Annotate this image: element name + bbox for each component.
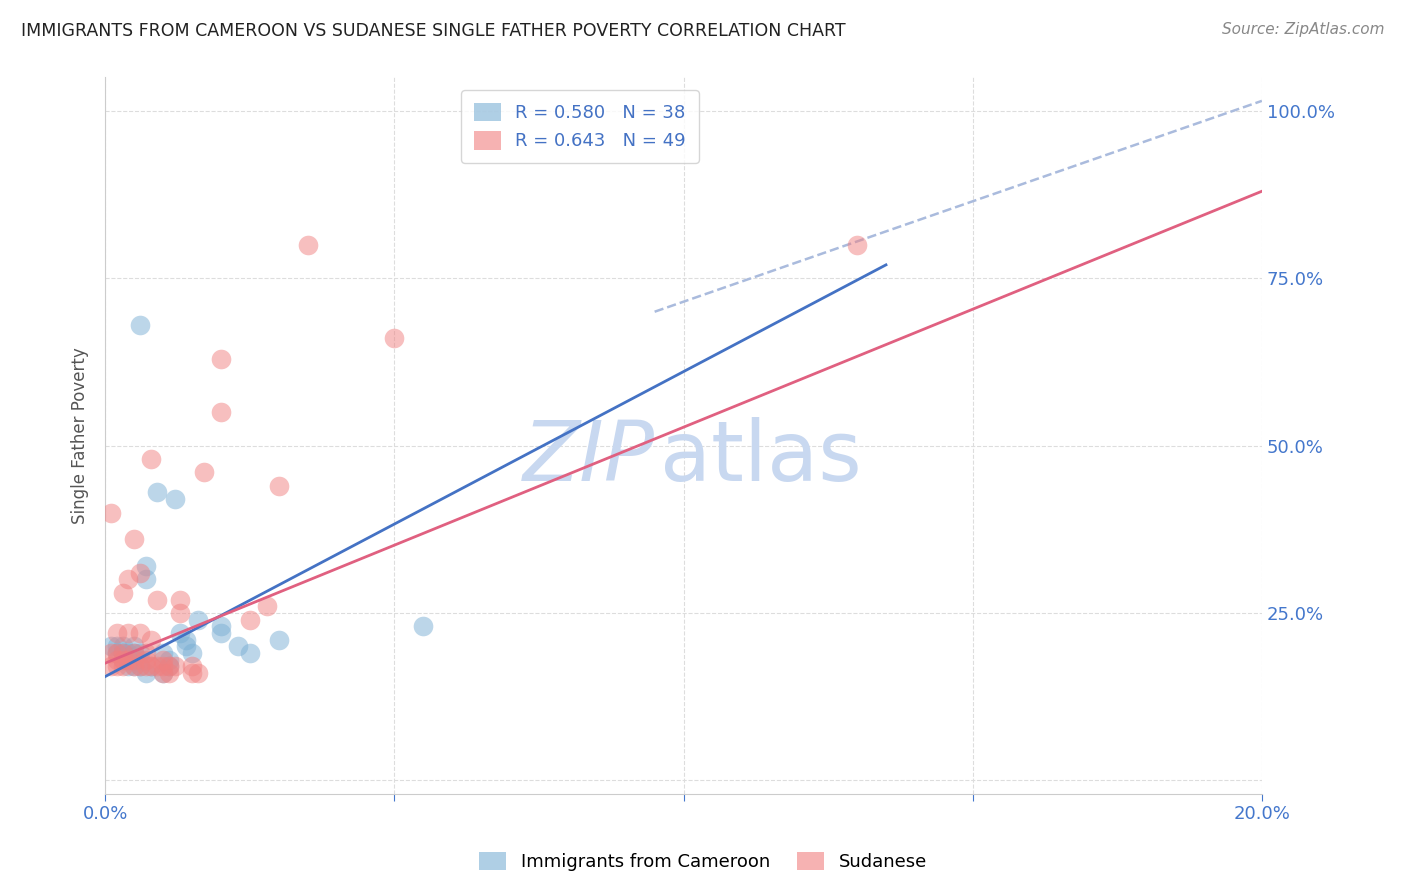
Point (163, 659, 186, 673)
Point (135, 666, 157, 681)
Text: Source: ZipAtlas.com: Source: ZipAtlas.com (1222, 22, 1385, 37)
Point (169, 606, 191, 620)
Point (105, 646, 128, 660)
Point (105, 646, 128, 660)
Point (122, 646, 145, 660)
Point (129, 659, 152, 673)
Point (141, 452, 163, 467)
Point (135, 659, 157, 673)
Point (152, 646, 174, 660)
Point (111, 640, 134, 654)
Point (129, 318, 152, 332)
Point (157, 666, 180, 681)
Point (412, 619, 434, 633)
Point (122, 533, 145, 547)
Text: atlas: atlas (661, 417, 862, 498)
Point (105, 653, 128, 667)
Point (117, 653, 139, 667)
Point (141, 659, 163, 673)
Point (129, 653, 152, 667)
Point (209, 626, 232, 640)
Point (209, 351, 232, 366)
Point (141, 659, 163, 673)
Point (100, 646, 122, 660)
Point (174, 640, 197, 654)
Point (122, 659, 145, 673)
Point (169, 626, 191, 640)
Point (181, 646, 204, 660)
Point (100, 640, 122, 654)
Point (297, 237, 319, 252)
Point (226, 640, 249, 654)
Point (117, 653, 139, 667)
Point (846, 237, 869, 252)
Point (105, 626, 128, 640)
Point (105, 640, 128, 654)
Point (239, 613, 262, 627)
Point (152, 666, 174, 681)
Point (135, 646, 157, 660)
Point (111, 653, 134, 667)
Point (122, 640, 145, 654)
Point (129, 626, 152, 640)
Point (111, 586, 134, 600)
Point (157, 659, 180, 673)
Point (135, 573, 157, 587)
Point (122, 659, 145, 673)
Point (384, 331, 406, 345)
Point (117, 646, 139, 660)
Point (146, 659, 169, 673)
Point (267, 632, 290, 647)
Point (117, 659, 139, 673)
Point (152, 653, 174, 667)
Point (209, 619, 232, 633)
Point (111, 653, 134, 667)
Point (122, 653, 145, 667)
Point (239, 646, 262, 660)
Point (122, 646, 145, 660)
Point (100, 659, 122, 673)
Point (181, 659, 204, 673)
Point (129, 646, 152, 660)
Point (209, 405, 232, 419)
Point (111, 646, 134, 660)
Point (100, 506, 122, 520)
Point (256, 599, 278, 614)
Point (146, 592, 169, 607)
Point (111, 659, 134, 673)
Point (174, 632, 197, 647)
Point (122, 653, 145, 667)
Text: IMMIGRANTS FROM CAMEROON VS SUDANESE SINGLE FATHER POVERTY CORRELATION CHART: IMMIGRANTS FROM CAMEROON VS SUDANESE SIN… (21, 22, 846, 40)
Point (181, 666, 204, 681)
Text: ZIP: ZIP (523, 417, 655, 498)
Point (193, 466, 215, 480)
Point (157, 659, 180, 673)
Point (157, 653, 180, 667)
Point (117, 573, 139, 587)
Point (105, 659, 128, 673)
Point (111, 646, 134, 660)
Point (117, 626, 139, 640)
Point (187, 613, 209, 627)
Point (129, 659, 152, 673)
Point (163, 492, 186, 507)
Point (146, 485, 169, 500)
Point (187, 666, 209, 681)
Y-axis label: Single Father Poverty: Single Father Poverty (72, 347, 89, 524)
Point (152, 659, 174, 673)
Point (135, 653, 157, 667)
Legend: Immigrants from Cameroon, Sudanese: Immigrants from Cameroon, Sudanese (472, 845, 934, 879)
Point (141, 632, 163, 647)
Legend: R = 0.580   N = 38, R = 0.643   N = 49: R = 0.580 N = 38, R = 0.643 N = 49 (461, 90, 699, 163)
Point (135, 559, 157, 574)
Point (169, 592, 191, 607)
Point (152, 666, 174, 681)
Point (129, 566, 152, 580)
Point (267, 479, 290, 493)
